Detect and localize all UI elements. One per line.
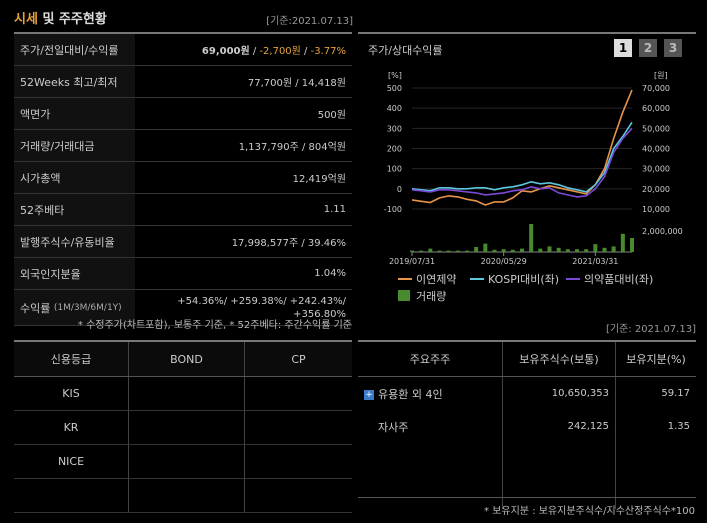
holder-name: 유용환 외 4인: [378, 387, 443, 401]
volume-bar: [474, 246, 479, 252]
expand-plus-icon[interactable]: +: [364, 389, 374, 400]
legend-kospi: KOSPI대비(좌): [488, 273, 559, 286]
x-tick-label: 2020/05/29: [481, 257, 527, 266]
volume-bar: [492, 249, 497, 252]
rate-value: -3.77%: [310, 46, 346, 57]
table-row: KR: [14, 410, 352, 445]
chart-title: 주가/상대수익률: [368, 44, 443, 57]
right-tick-label: 70,000: [642, 84, 670, 93]
market-note: * 수정주가(차트포함), 보통주 기준, * 52주베타: 주간수익률 기준: [77, 320, 352, 331]
basis-date: [기준:2021.07.13]: [266, 16, 353, 27]
volume-bar: [556, 247, 561, 252]
right-axis-unit: [원]: [654, 71, 668, 80]
volume-bar: [410, 250, 414, 252]
volume-bar: [547, 246, 552, 252]
volume-bar: [455, 250, 460, 252]
volume-bar: [520, 248, 524, 252]
market-row-52weeks: 52Weeks 최고/최저 77,700원 / 14,418원: [14, 66, 352, 98]
series-line-1: [411, 121, 633, 193]
period-button-2[interactable]: 2: [639, 39, 657, 57]
right-tick-label: 30,000: [642, 165, 670, 174]
volume-bar: [575, 249, 579, 252]
right-tick-label: 10,000: [642, 205, 670, 214]
period-button-3[interactable]: 3: [664, 39, 682, 57]
col-credit-rating: 신용등급: [14, 341, 129, 377]
left-axis-unit: [%]: [388, 71, 402, 80]
volume-bar: [630, 238, 634, 252]
credit-rating-table: 신용등급 BOND CP KIS KR NICE: [14, 340, 352, 513]
volume-bar: [584, 249, 589, 252]
period-button-1[interactable]: 1: [614, 39, 632, 57]
volume-bar: [529, 224, 534, 252]
volume-bar: [565, 249, 570, 252]
col-shares: 보유주식수(보통): [502, 341, 616, 377]
volume-bar: [428, 248, 433, 252]
divider: [358, 497, 696, 498]
volume-bar: [483, 243, 488, 252]
table-row: + 유용환 외 4인 10,650,353 59.17: [358, 376, 696, 410]
left-tick-label: 300: [387, 124, 402, 133]
table-row: [14, 478, 352, 513]
market-row-returns: 수익률 (1M/3M/6M/1Y) +54.36%/ +259.38%/ +24…: [14, 290, 352, 326]
volume-bar: [620, 233, 625, 252]
volume-bar: [419, 250, 424, 252]
left-tick-label: 100: [387, 165, 402, 174]
chart-panel: [358, 32, 696, 314]
market-row-label: 주가/전일대비/수익률: [14, 34, 135, 65]
table-row: KIS: [14, 376, 352, 411]
left-tick-label: 0: [397, 185, 402, 194]
volume-bar: [501, 249, 506, 252]
market-row-beta: 52주베타 1.11: [14, 194, 352, 226]
right-tick-label: 20,000: [642, 185, 670, 194]
legend-pharma: 의약품대비(좌): [584, 272, 653, 286]
col-cp: CP: [244, 341, 352, 377]
right-tick-label: 50,000: [642, 124, 670, 133]
chart-basis-date: [기준: 2021.07.13]: [605, 324, 696, 335]
x-tick-label: 2019/07/31: [389, 257, 435, 266]
volume-bar: [437, 250, 442, 252]
series-line-2: [411, 127, 633, 198]
returns-value: +54.36%/ +259.38%/ +242.43%/+356.80%: [177, 295, 346, 320]
market-row-shares: 발행주식수/유동비율 17,998,577주 / 39.46%: [14, 226, 352, 258]
market-row-volume: 거래량/거래대금 1,137,790주 / 804억원: [14, 130, 352, 162]
volume-bar: [602, 247, 607, 252]
volume-bar: [538, 248, 543, 252]
left-tick-label: 200: [387, 145, 402, 154]
table-row: 자사주 242,125 1.35: [358, 410, 696, 443]
market-row-par-value: 액면가 500원: [14, 98, 352, 130]
market-row-market-cap: 시가총액 12,419억원: [14, 162, 352, 194]
market-info-table: 주가/전일대비/수익률 69,000원 / -2,700원 / -3.77% 5…: [14, 32, 352, 326]
market-row-price: 주가/전일대비/수익률 69,000원 / -2,700원 / -3.77%: [14, 34, 352, 66]
x-tick-label: 2021/03/31: [572, 257, 618, 266]
page-title: 시세 및 주주현황: [14, 12, 107, 27]
left-tick-label: -100: [384, 205, 402, 214]
table-row: NICE: [14, 444, 352, 479]
table-row-empty: [358, 443, 696, 509]
legend-swatch-volume: [398, 290, 410, 301]
col-bond: BOND: [128, 341, 245, 377]
table-header: 주요주주 보유주식수(보통) 보유지분(%): [358, 341, 696, 377]
change-value: -2,700원: [259, 46, 301, 57]
volume-bar: [446, 250, 451, 252]
right-tick-label: 40,000: [642, 145, 670, 154]
left-tick-label: 400: [387, 104, 402, 113]
volume-bar: [611, 246, 616, 252]
price-value: 69,000원: [201, 46, 250, 57]
volume-axis-label: 2,000,000: [642, 227, 683, 236]
shareholders-table: 주요주주 보유주식수(보통) 보유지분(%) + 유용환 외 4인 10,650,…: [358, 340, 696, 509]
legend-stock: 이연제약: [416, 272, 456, 286]
volume-bar: [465, 250, 469, 252]
market-row-value: 69,000원 / -2,700원 / -3.77%: [201, 46, 346, 57]
right-tick-label: 60,000: [642, 104, 670, 113]
volume-bar: [510, 249, 515, 252]
holders-note: * 보유지분 : 보유지분주식수/지수산정주식수*100: [484, 506, 695, 517]
market-row-foreign: 외국인지분율 1.04%: [14, 258, 352, 290]
volume-bar: [593, 244, 598, 252]
col-holder: 주요주주: [358, 341, 503, 377]
table-header: 신용등급 BOND CP: [14, 341, 352, 377]
legend-volume: 거래량: [416, 290, 446, 303]
col-percent: 보유지분(%): [615, 341, 696, 377]
price-chart: [%] [원] 500 400 300 200 100 0 -100 70,000 60,000…: [384, 71, 683, 303]
left-tick-label: 500: [387, 84, 402, 93]
